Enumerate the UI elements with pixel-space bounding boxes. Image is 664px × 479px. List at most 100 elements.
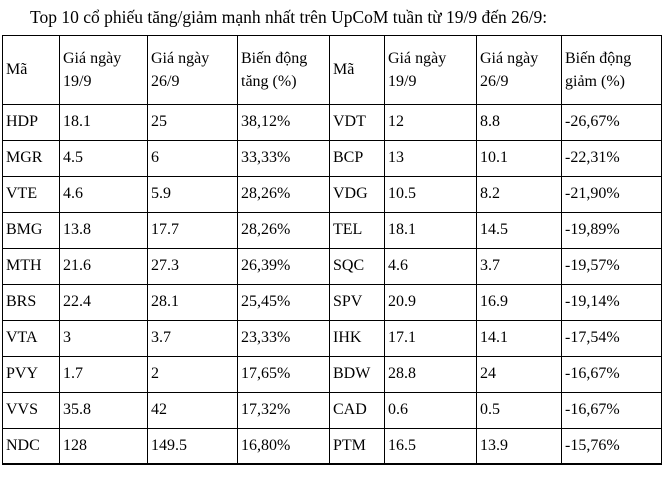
table-cell: -16,67% [561, 391, 662, 429]
table-cell: -22,31% [561, 139, 662, 177]
table-cell: MGR [2, 139, 60, 177]
table-cell: BMG [2, 211, 60, 249]
table-cell: 16,80% [237, 427, 330, 466]
table-row: VTE 4.6 5.9 28,26% VDG 10.5 8.2 -21,90% [2, 175, 662, 213]
table-cell: HDP [2, 103, 60, 141]
table-cell: TEL [329, 211, 385, 249]
table-cell: 10.1 [476, 139, 562, 177]
page-title: Top 10 cổ phiếu tăng/giảm mạnh nhất trên… [30, 7, 548, 27]
table-cell: VDG [329, 175, 385, 213]
table-cell: 20.9 [384, 283, 477, 321]
table-row: VTA 3 3.7 23,33% IHK 17.1 14.1 -17,54% [2, 319, 662, 357]
table-cell: 4.6 [384, 247, 477, 285]
table-cell: 14.5 [476, 211, 562, 249]
table-row: VVS 35.8 42 17,32% CAD 0.6 0.5 -16,67% [2, 391, 662, 429]
table-cell: -19,89% [561, 211, 662, 249]
table-cell: 6 [147, 139, 238, 177]
column-header: Mã [2, 34, 60, 105]
table-row: NDC 128 149.5 16,80% PTM 16.5 13.9 -15,76% [2, 427, 662, 466]
table-cell: 4.6 [59, 175, 148, 213]
table-cell: 27.3 [147, 247, 238, 285]
table-cell: 17.7 [147, 211, 238, 249]
table-cell: 128 [59, 427, 148, 466]
table-cell: 22.4 [59, 283, 148, 321]
table-cell: PTM [329, 427, 385, 466]
column-header: Giá ngày 26/9 [476, 34, 562, 105]
table-cell: 17,65% [237, 355, 330, 393]
stocks-table: Mã Giá ngày 19/9 Giá ngày 26/9 Biến động tă… [2, 34, 662, 466]
page: Top 10 cổ phiếu tăng/giảm mạnh nhất trên… [0, 7, 664, 466]
table-row: MTH 21.6 27.3 26,39% SQC 4.6 3.7 -19,57% [2, 247, 662, 285]
column-header: Giá ngày 26/9 [147, 34, 238, 105]
table-header: Mã Giá ngày 19/9 Giá ngày 26/9 Biến động tă… [2, 34, 662, 105]
table-cell: 3 [59, 319, 148, 357]
table-cell: MTH [2, 247, 60, 285]
table-cell: 2 [147, 355, 238, 393]
table-cell: 28,26% [237, 211, 330, 249]
table-cell: 26,39% [237, 247, 330, 285]
table-cell: 16.5 [384, 427, 477, 466]
table-cell: SQC [329, 247, 385, 285]
table-cell: 0.6 [384, 391, 477, 429]
table-cell: 4.5 [59, 139, 148, 177]
table-cell: -26,67% [561, 103, 662, 141]
column-header: Biến động tăng (%) [237, 34, 330, 105]
table-cell: 0.5 [476, 391, 562, 429]
table-cell: 13.8 [59, 211, 148, 249]
table-cell: VDT [329, 103, 385, 141]
table-cell: -19,14% [561, 283, 662, 321]
table-cell: 28,26% [237, 175, 330, 213]
table-cell: BRS [2, 283, 60, 321]
column-header: Biến động giảm (%) [561, 34, 662, 105]
table-cell: 14.1 [476, 319, 562, 357]
table-cell: 38,12% [237, 103, 330, 141]
table-cell: 8.8 [476, 103, 562, 141]
table-cell: NDC [2, 427, 60, 466]
table-cell: BCP [329, 139, 385, 177]
table-cell: -15,76% [561, 427, 662, 466]
table-cell: 33,33% [237, 139, 330, 177]
table-cell: 5.9 [147, 175, 238, 213]
table-cell: -19,57% [561, 247, 662, 285]
table-cell: 3.7 [147, 319, 238, 357]
table-cell: SPV [329, 283, 385, 321]
table-cell: 13.9 [476, 427, 562, 466]
table-cell: 149.5 [147, 427, 238, 466]
table-header-row: Mã Giá ngày 19/9 Giá ngày 26/9 Biến động tă… [2, 34, 662, 105]
table-cell: 13 [384, 139, 477, 177]
column-header: Giá ngày 19/9 [59, 34, 148, 105]
table-cell: 12 [384, 103, 477, 141]
table-cell: PVY [2, 355, 60, 393]
table-cell: 16.9 [476, 283, 562, 321]
table-body: HDP 18.1 25 38,12% VDT 12 8.8 -26,67% MGR 4.5 6 33,… [2, 103, 662, 466]
table-cell: 17.1 [384, 319, 477, 357]
table-cell: 17,32% [237, 391, 330, 429]
column-header: Mã [329, 34, 385, 105]
table-cell: VTA [2, 319, 60, 357]
table-cell: 35.8 [59, 391, 148, 429]
table-cell: 42 [147, 391, 238, 429]
table-row: MGR 4.5 6 33,33% BCP 13 10.1 -22,31% [2, 139, 662, 177]
table-cell: 21.6 [59, 247, 148, 285]
table-cell: -17,54% [561, 319, 662, 357]
table-cell: 24 [476, 355, 562, 393]
table-cell: 18.1 [59, 103, 148, 141]
table-cell: 28.1 [147, 283, 238, 321]
table-cell: 28.8 [384, 355, 477, 393]
table-row: BRS 22.4 28.1 25,45% SPV 20.9 16.9 -19,14% [2, 283, 662, 321]
table-cell: IHK [329, 319, 385, 357]
table-cell: 10.5 [384, 175, 477, 213]
table-row: BMG 13.8 17.7 28,26% TEL 18.1 14.5 -19,89% [2, 211, 662, 249]
table-cell: 8.2 [476, 175, 562, 213]
table-cell: BDW [329, 355, 385, 393]
table-cell: 1.7 [59, 355, 148, 393]
table-row: HDP 18.1 25 38,12% VDT 12 8.8 -26,67% [2, 103, 662, 141]
table-cell: VTE [2, 175, 60, 213]
table-cell: 23,33% [237, 319, 330, 357]
table-cell: 25,45% [237, 283, 330, 321]
table-cell: 18.1 [384, 211, 477, 249]
column-header: Giá ngày 19/9 [384, 34, 477, 105]
table-cell: 25 [147, 103, 238, 141]
table-cell: -21,90% [561, 175, 662, 213]
table-row: PVY 1.7 2 17,65% BDW 28.8 24 -16,67% [2, 355, 662, 393]
